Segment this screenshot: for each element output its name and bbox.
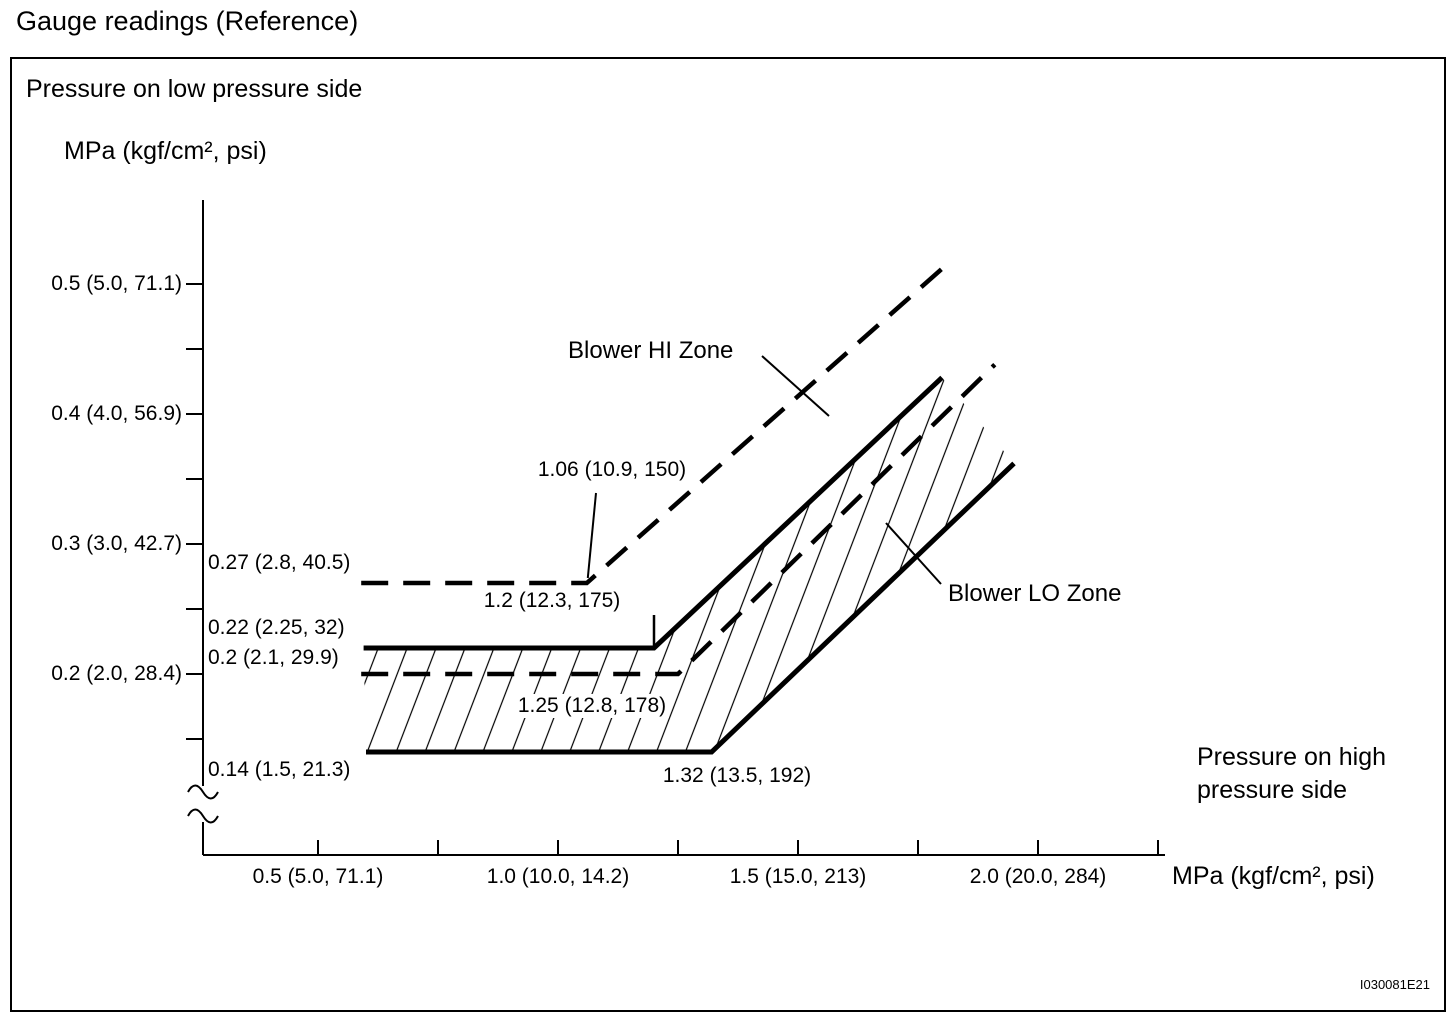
series-hi-lower <box>361 362 997 677</box>
page-title: Gauge readings (Reference) <box>16 6 359 36</box>
zone-edge-label: 0.2 (2.1, 29.9) <box>208 646 339 669</box>
figure-frame: Pressure on low pressure side MPa (kgf/c… <box>10 57 1446 1012</box>
high-pressure-caption-line1: Pressure on high <box>1197 743 1387 771</box>
low-pressure-caption: Pressure on low pressure side <box>26 75 363 103</box>
gauge-chart <box>186 200 1165 856</box>
zone-edge-label: 0.22 (2.25, 32) <box>208 616 345 639</box>
series-lo-upper <box>363 375 944 651</box>
y-tick-label: 0.4 (4.0, 56.9) <box>51 402 182 425</box>
leader-blower-lo-zone <box>885 522 942 585</box>
zone-kink-label: 1.25 (12.8, 178) <box>514 694 670 718</box>
y-tick-label: 0.3 (3.0, 42.7) <box>51 532 182 555</box>
y-tick-label: 0.5 (5.0, 71.1) <box>51 272 182 295</box>
zone-kink-label: 1.2 (12.3, 175) <box>483 589 621 612</box>
leader-blower-hi-zone <box>761 355 830 417</box>
axis-break-squiggle <box>187 808 219 824</box>
zone-edge-label: 0.14 (1.5, 21.3) <box>208 758 351 781</box>
high-pressure-caption-line2: pressure side <box>1197 776 1348 804</box>
x-tick-label: 1.0 (10.0, 14.2) <box>486 865 630 888</box>
axis-break-squiggle <box>187 784 219 800</box>
blower-lo-zone-label: Blower LO Zone <box>948 580 1122 607</box>
series-lo-lower <box>366 461 1016 755</box>
y-tick-label: 0.2 (2.0, 28.4) <box>51 662 182 685</box>
y-axis-unit-label: MPa (kgf/cm², psi) <box>64 137 267 165</box>
x-tick-label: 0.5 (5.0, 71.1) <box>252 865 384 888</box>
series-hi-upper <box>361 262 949 586</box>
blower-lo-zone-hatch <box>363 377 1015 752</box>
zone-kink-label: 1.06 (10.9, 150) <box>537 458 687 481</box>
figure-code: I030081E21 <box>1359 977 1430 992</box>
x-tick-label: 1.5 (15.0, 213) <box>729 865 867 888</box>
x-tick-label: 2.0 (20.0, 284) <box>969 865 1107 888</box>
zone-edge-label: 0.27 (2.8, 40.5) <box>208 551 351 574</box>
zone-kink-label: 1.32 (13.5, 192) <box>662 764 812 787</box>
x-axis-unit-label: MPa (kgf/cm², psi) <box>1172 862 1375 890</box>
blower-hi-zone-label: Blower HI Zone <box>568 337 734 364</box>
leader-1-06 <box>586 492 597 579</box>
